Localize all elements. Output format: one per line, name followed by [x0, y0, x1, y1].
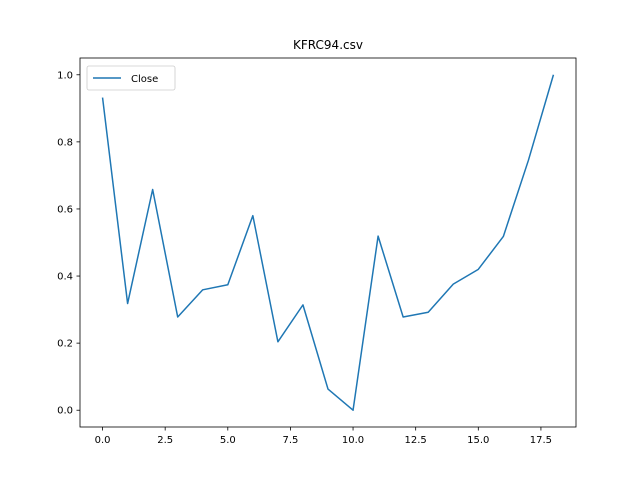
y-tick-label: 0.4 — [57, 272, 73, 283]
x-tick-label: 7.5 — [282, 435, 298, 446]
plot-frame — [79, 57, 577, 428]
x-tick-label: 2.5 — [157, 435, 173, 446]
y-tick-label: 0.2 — [57, 339, 73, 350]
chart-title: KFRC94.csv — [293, 38, 363, 52]
series-layer — [101, 74, 555, 411]
y-tick-label: 0.6 — [57, 204, 73, 215]
x-tick-label: 0.0 — [95, 435, 111, 446]
legend-label: Close — [131, 74, 158, 85]
y-axis: 0.0 0.2 0.4 0.6 0.8 1.0 — [57, 70, 80, 417]
y-tick-label: 0.0 — [57, 406, 73, 417]
x-axis: 0.0 2.5 5.0 7.5 10.0 12.5 15.0 17.5 — [95, 427, 552, 446]
x-tick-label: 12.5 — [405, 435, 427, 446]
plot-area — [79, 57, 577, 428]
y-tick-label: 1.0 — [57, 70, 73, 81]
x-tick-label: 5.0 — [220, 435, 236, 446]
x-tick-label: 10.0 — [342, 435, 364, 446]
legend-box — [86, 65, 176, 91]
y-tick-label: 0.8 — [57, 137, 73, 148]
legend: Close — [86, 65, 176, 91]
x-tick-label: 17.5 — [530, 435, 552, 446]
x-tick-label: 15.0 — [467, 435, 489, 446]
